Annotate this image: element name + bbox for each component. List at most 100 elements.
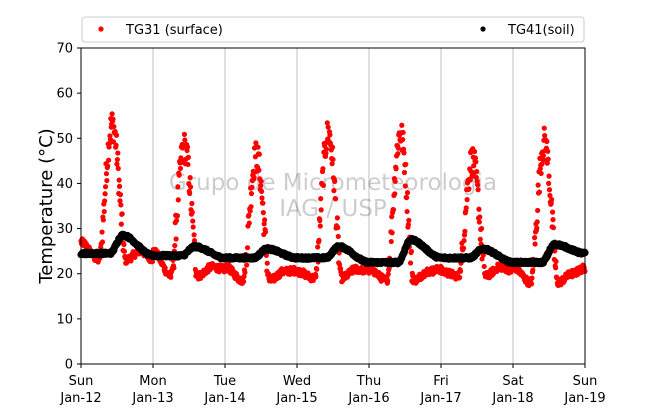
data-point xyxy=(392,178,398,184)
data-point xyxy=(528,281,535,287)
data-point xyxy=(530,267,536,273)
data-point xyxy=(472,155,479,161)
data-point xyxy=(187,184,194,190)
data-point xyxy=(113,132,120,138)
data-point xyxy=(121,241,127,248)
data-point xyxy=(476,219,482,225)
data-point xyxy=(538,170,544,177)
data-point xyxy=(149,259,156,265)
data-point xyxy=(401,169,408,176)
data-point xyxy=(476,206,482,212)
data-point xyxy=(109,111,115,117)
y-tick-label: 40 xyxy=(56,177,73,192)
data-point xyxy=(191,237,198,244)
data-point xyxy=(189,200,195,207)
data-point xyxy=(395,151,401,157)
data-point xyxy=(471,148,478,155)
data-point xyxy=(332,178,338,184)
data-point xyxy=(187,174,193,181)
x-tick-date: Jan-12 xyxy=(59,391,101,406)
data-point xyxy=(464,197,470,203)
y-tick-label: 70 xyxy=(56,42,73,57)
data-point xyxy=(457,268,464,274)
data-point xyxy=(117,192,124,198)
legend-label-tg31: TG31 (surface) xyxy=(125,23,223,38)
data-point xyxy=(393,166,399,172)
data-point xyxy=(256,167,262,173)
data-point xyxy=(119,211,125,217)
data-point xyxy=(549,196,555,203)
data-point xyxy=(329,144,336,150)
data-point xyxy=(247,208,253,214)
data-point xyxy=(542,133,548,139)
data-point xyxy=(400,129,406,136)
data-point xyxy=(473,159,479,165)
data-point xyxy=(463,205,469,211)
data-point xyxy=(115,150,121,156)
data-point xyxy=(253,140,259,146)
y-tick-label: 50 xyxy=(56,132,73,147)
series-tg41-soil xyxy=(77,230,589,268)
x-tick-day: Thu xyxy=(356,374,381,389)
data-point xyxy=(534,219,540,225)
data-point xyxy=(99,239,106,245)
data-point xyxy=(388,238,394,245)
data-point xyxy=(335,224,341,231)
data-point xyxy=(315,244,321,250)
data-point xyxy=(475,182,481,188)
data-point xyxy=(532,235,538,241)
grid xyxy=(152,48,514,364)
data-point xyxy=(251,174,257,180)
data-point xyxy=(118,202,124,208)
data-point xyxy=(174,213,181,219)
data-point xyxy=(535,207,541,214)
data-point xyxy=(550,225,557,231)
data-point xyxy=(392,191,398,197)
data-point xyxy=(323,146,330,152)
data-point xyxy=(390,207,397,213)
data-point xyxy=(181,131,188,137)
data-point xyxy=(471,163,477,169)
data-point xyxy=(534,225,540,231)
data-point xyxy=(536,189,543,195)
data-point xyxy=(553,265,559,271)
data-point xyxy=(116,177,122,183)
data-point xyxy=(549,209,556,215)
data-point xyxy=(99,229,105,235)
data-point xyxy=(259,195,265,201)
data-point xyxy=(116,183,123,189)
plot-frame xyxy=(80,47,586,365)
legend-marker-tg31 xyxy=(98,26,104,32)
data-point xyxy=(111,124,117,130)
data-point xyxy=(242,269,248,276)
data-point xyxy=(389,230,395,236)
watermark-line-2: IAG / USP xyxy=(279,196,387,222)
data-point xyxy=(103,171,110,177)
data-point xyxy=(385,271,391,277)
data-point xyxy=(106,157,112,163)
data-point xyxy=(191,232,197,238)
data-point xyxy=(541,125,547,131)
data-point xyxy=(477,236,483,242)
legend-marker-tg41 xyxy=(480,26,486,32)
data-point xyxy=(330,156,336,163)
data-point xyxy=(529,275,535,281)
data-point xyxy=(171,265,177,271)
data-point xyxy=(329,161,335,167)
data-point xyxy=(406,217,412,223)
data-point xyxy=(244,262,250,268)
x-tick-date: Jan-19 xyxy=(563,391,605,406)
data-point xyxy=(246,220,252,226)
data-point xyxy=(462,228,468,234)
data-point xyxy=(323,150,329,156)
data-point xyxy=(473,174,479,180)
data-point xyxy=(189,209,195,215)
data-point xyxy=(173,218,180,224)
data-point xyxy=(457,274,463,280)
y-axis-label: Temperature (°C) xyxy=(36,128,57,284)
data-point xyxy=(105,163,111,169)
x-tick-date: Jan-18 xyxy=(491,391,533,406)
data-point xyxy=(182,137,188,143)
data-point xyxy=(118,221,124,227)
